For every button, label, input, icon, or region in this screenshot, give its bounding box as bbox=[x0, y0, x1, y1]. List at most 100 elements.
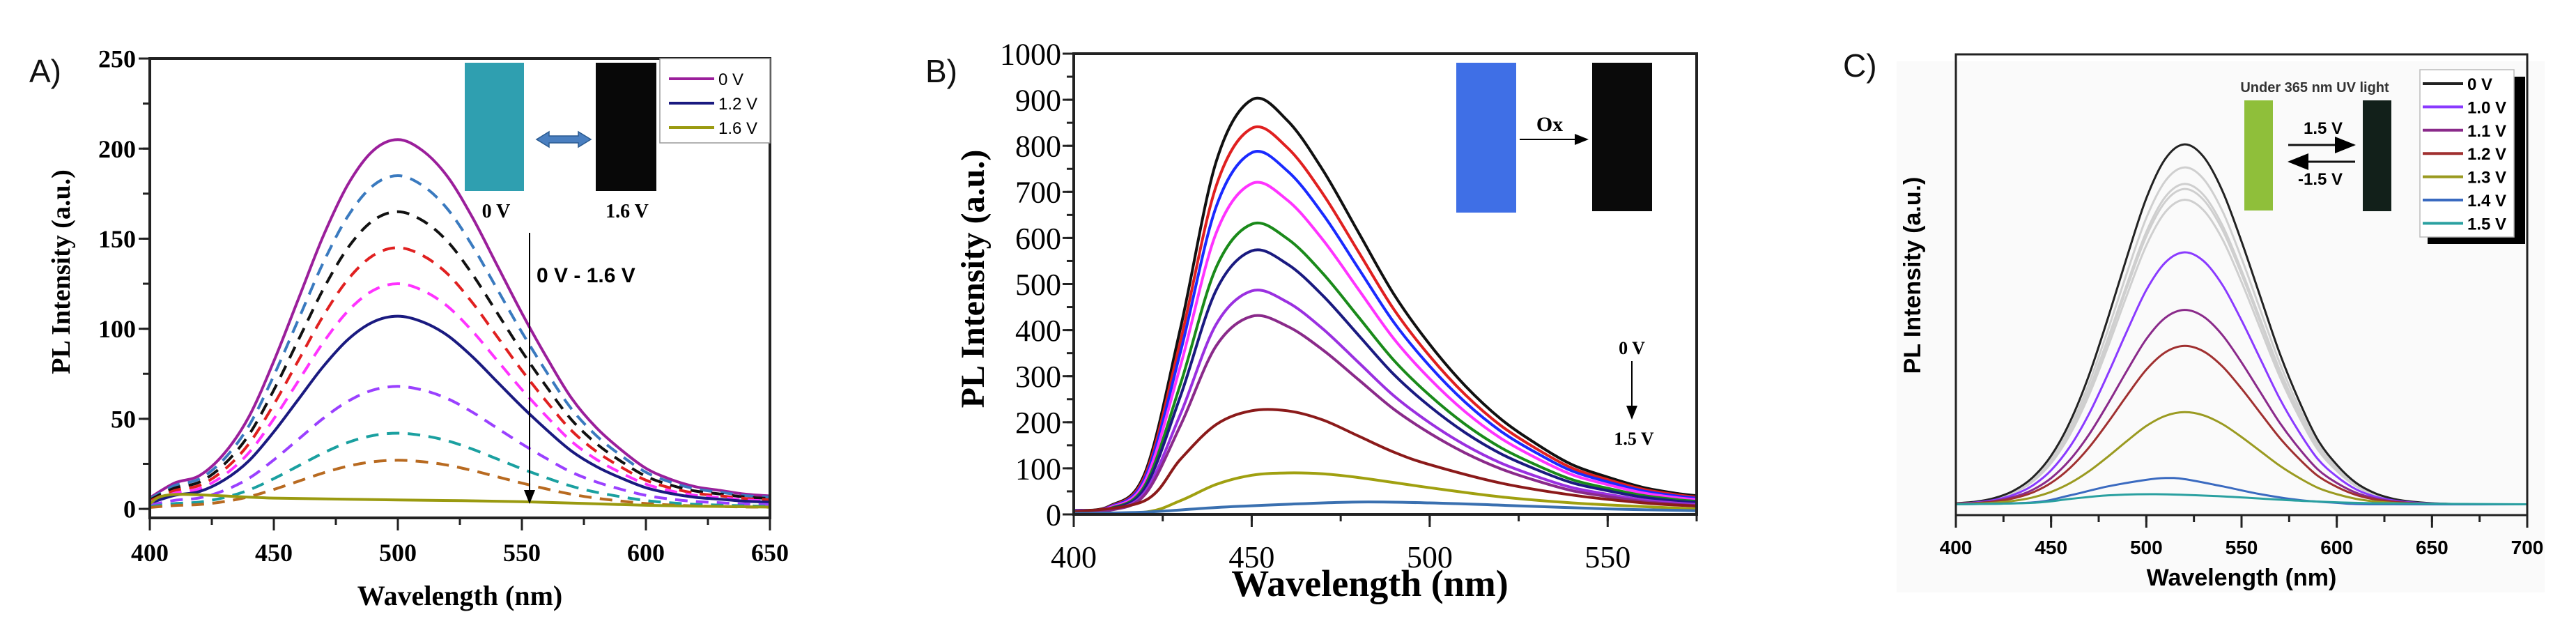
legend-entry: 1.3 V bbox=[2467, 169, 2506, 188]
inset-caption-left-a: 0 V bbox=[482, 201, 511, 222]
x-axis-title-c: Wavelength (nm) bbox=[2147, 565, 2337, 591]
inset-image-dark-c bbox=[2363, 100, 2391, 211]
legend-entry: 1.2 V bbox=[2467, 145, 2506, 164]
x-axis-title-a: Wavelength (nm) bbox=[357, 580, 562, 611]
reverse-voltage-label: -1.5 V bbox=[2298, 170, 2343, 189]
x-ticks: 400 450 500 550 600 650 700 bbox=[1940, 515, 2543, 558]
inset-image-0v bbox=[465, 63, 524, 191]
x-tick-label: 500 bbox=[2130, 537, 2163, 558]
series-group bbox=[1074, 96, 1697, 514]
inset-image-blue bbox=[1456, 63, 1516, 213]
legend-entry: 1.0 V bbox=[2467, 98, 2506, 117]
legend-entry: 0 V bbox=[2467, 75, 2492, 94]
legend-entry: 1.6 V bbox=[718, 119, 757, 138]
x-tick-label: 650 bbox=[2416, 537, 2448, 558]
panel-label-b: B) bbox=[925, 53, 957, 89]
x-tick-label: 400 bbox=[131, 539, 169, 567]
series-group bbox=[150, 138, 770, 509]
series-line-5 bbox=[1074, 248, 1697, 514]
x-tick-label: 450 bbox=[255, 539, 293, 567]
series-line-10 bbox=[1074, 500, 1697, 514]
legend-entry: 1.5 V bbox=[2467, 215, 2506, 234]
x-tick-label: 450 bbox=[2035, 537, 2067, 558]
y-tick-label: 50 bbox=[111, 405, 136, 433]
double-arrow-icon bbox=[535, 130, 592, 148]
panel-label-c: C) bbox=[1843, 47, 1877, 84]
x-tick-label: 600 bbox=[2320, 537, 2353, 558]
y-axis-title-b: PL Intensity (a.u.) bbox=[955, 150, 992, 408]
panel-b: B) 400 450 500 550 0 100 200 300 400 500 600 700 800… bbox=[925, 37, 1698, 604]
series-line-8 bbox=[1074, 408, 1697, 514]
series-line-4 bbox=[150, 282, 770, 504]
y-tick-label: 500 bbox=[1015, 268, 1061, 302]
x-ticks: 400 450 500 550 600 650 bbox=[131, 518, 789, 567]
series-line-7 bbox=[150, 431, 770, 508]
panel-label-a: A) bbox=[29, 53, 61, 89]
series-line-1 bbox=[1074, 125, 1697, 512]
series-line-3 bbox=[1074, 181, 1697, 513]
x-ticks: 400 450 500 550 bbox=[1051, 514, 1698, 574]
y-tick-label: 900 bbox=[1015, 84, 1061, 118]
x-axis-title-b: Wavelength (nm) bbox=[1231, 563, 1509, 604]
y-tick-label: 0 bbox=[123, 496, 136, 523]
x-tick-label: 500 bbox=[1407, 540, 1453, 574]
y-axis-title-c: PL Intensity (a.u.) bbox=[1899, 177, 1926, 374]
y-tick-label: 200 bbox=[98, 135, 136, 163]
y-tick-label: 400 bbox=[1015, 314, 1061, 348]
y-ticks: 0 100 200 300 400 500 600 700 800 900 1000 bbox=[1000, 37, 1074, 532]
series-line-1-6-V bbox=[150, 493, 770, 509]
trend-from-label-b: 0 V bbox=[1619, 338, 1645, 358]
series-line-1-4-V bbox=[1956, 477, 2527, 506]
trend-to-label-b: 1.5 V bbox=[1614, 429, 1654, 449]
legend-entry: 0 V bbox=[718, 70, 743, 89]
series-group bbox=[1956, 143, 2527, 506]
y-axis-title-a: PL Intensity (a.u.) bbox=[47, 169, 76, 374]
y-tick-label: 150 bbox=[98, 225, 136, 253]
forward-voltage-label: 1.5 V bbox=[2304, 119, 2343, 138]
inset-image-green bbox=[2244, 100, 2273, 211]
y-tick-label: 250 bbox=[98, 45, 136, 73]
series-line-6 bbox=[150, 385, 770, 507]
x-tick-label: 450 bbox=[1228, 540, 1274, 574]
legend-entry: 1.4 V bbox=[2467, 192, 2506, 211]
series-line-1-5-V bbox=[1956, 493, 2527, 505]
series-line-7 bbox=[1074, 314, 1697, 514]
x-tick-label: 650 bbox=[751, 539, 789, 567]
y-tick-label: 1000 bbox=[1000, 37, 1061, 71]
inset-image-1-6v bbox=[596, 63, 656, 191]
y-tick-label: 300 bbox=[1015, 360, 1061, 394]
series-line-0-V bbox=[150, 138, 770, 499]
y-tick-label: 700 bbox=[1015, 176, 1061, 210]
legend-entry: 1.2 V bbox=[718, 95, 757, 114]
x-tick-label: 550 bbox=[2226, 537, 2258, 558]
inset-image-dark bbox=[1592, 63, 1652, 211]
series-line-2 bbox=[150, 210, 770, 502]
series-line-4 bbox=[1074, 222, 1697, 513]
inset-caption-right-a: 1.6 V bbox=[606, 201, 649, 222]
series-line-9 bbox=[1074, 471, 1697, 514]
x-tick-label: 550 bbox=[503, 539, 541, 567]
plot-area-b: 400 450 500 550 0 100 200 300 400 500 600 700 800 900… bbox=[1000, 37, 1698, 574]
y-tick-label: 200 bbox=[1015, 406, 1061, 440]
x-tick-label: 500 bbox=[379, 539, 417, 567]
series-line-1-2-V bbox=[150, 314, 770, 505]
x-tick-label: 400 bbox=[1051, 540, 1097, 574]
series-line-6 bbox=[1074, 289, 1697, 514]
series-line-3 bbox=[150, 246, 770, 503]
y-ticks: 0 50 100 150 200 250 bbox=[98, 45, 150, 523]
x-tick-label: 550 bbox=[1584, 540, 1630, 574]
legend-c: 0 V 1.0 V 1.1 V 1.2 V 1.3 V 1.4 V 1.5 V bbox=[2419, 69, 2525, 244]
y-tick-label: 800 bbox=[1015, 130, 1061, 164]
plot-area-a: 400 450 500 550 600 650 0 50 100 150 200 250 bbox=[98, 45, 789, 567]
y-tick-label: 100 bbox=[1015, 452, 1061, 486]
y-tick-label: 600 bbox=[1015, 222, 1061, 256]
series-line-1 bbox=[150, 174, 770, 500]
legend-a: 0 V 1.2 V 1.6 V bbox=[659, 58, 771, 144]
inset-arrow-label-b: Ox bbox=[1536, 113, 1563, 136]
panel-a: A) 400 450 500 550 600 650 0 50 100 150 200 250 Wav… bbox=[29, 45, 789, 611]
series-line-2 bbox=[1074, 150, 1697, 512]
x-tick-label: 400 bbox=[1940, 537, 1973, 558]
panel-c: C) 400 450 500 550 600 650 700 Wavelength (nm)… bbox=[1843, 47, 2545, 592]
trend-annotation-a: 0 V - 1.6 V bbox=[537, 264, 635, 287]
